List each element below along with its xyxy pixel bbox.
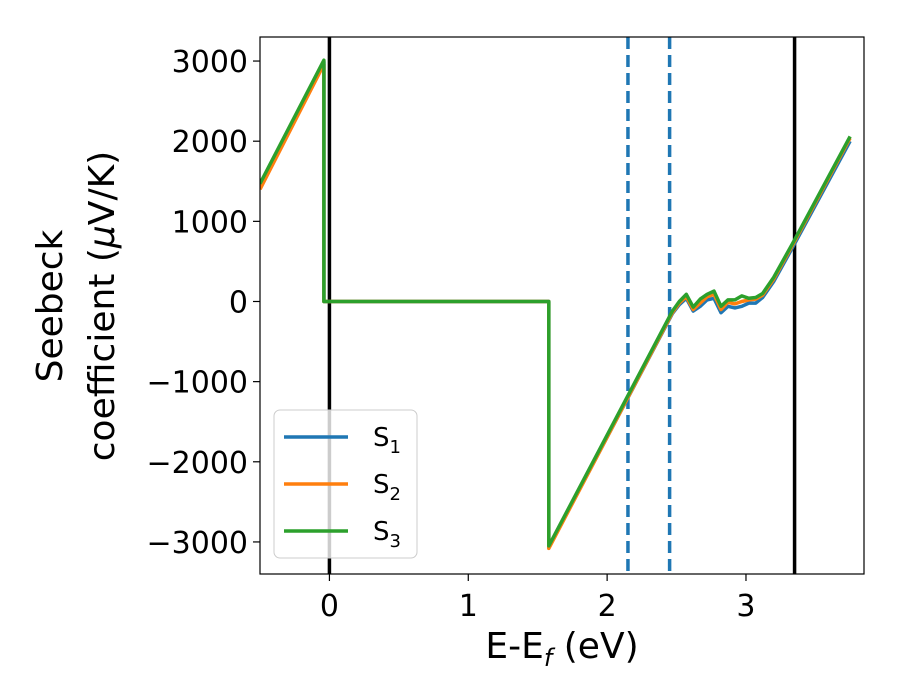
y-tick-label: 2000 [172,125,248,160]
y-tick-label: 3000 [172,45,248,80]
y-tick-label: 0 [229,285,248,320]
legend: S1 S2 S3 [273,409,418,559]
legend-label-S2: S2 [373,470,401,505]
y-tick-label: 1000 [172,205,248,240]
x-tick-label: 2 [598,589,617,624]
y-axis-label-line2: coefficient (μV/K) [82,151,123,461]
y-axis-label-line1: Seebeck [30,229,71,382]
series-lines [260,58,852,551]
series-line-S3 [260,58,852,548]
y-axis-label-mu: μ [82,225,123,249]
x-axis-label-main: E-E [485,626,543,667]
x-tick-label: 3 [736,589,755,624]
y-tick-label: −3000 [147,526,248,561]
x-tick-label: 1 [459,589,478,624]
y-tick-label: −1000 [147,366,248,401]
x-axis-label: E-Ef (eV) [485,626,638,672]
x-tick-label: 0 [320,589,339,624]
x-axis-ticks: 0 1 2 3 [320,574,756,624]
y-axis-ticks: 3000 2000 1000 0 −1000 −2000 −3000 [147,45,260,561]
plot-frame [259,36,865,575]
y-tick-label: −2000 [147,446,248,481]
y-axis-label-pre: coefficient ( [82,248,123,461]
y-axis-label-post: V/K) [82,151,123,225]
x-axis-label-unit: (eV) [552,626,638,667]
legend-items: S1 S2 S3 [284,423,401,552]
legend-label-S3: S3 [373,517,401,552]
legend-label-S1: S1 [373,423,401,458]
y-axis-label: Seebeck coefficient (μV/K) [30,151,123,461]
